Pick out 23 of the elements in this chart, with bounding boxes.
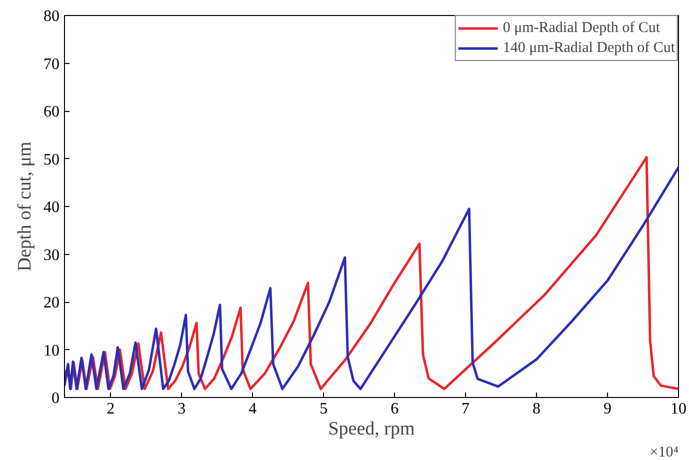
y-tick-label: 40 xyxy=(44,199,60,216)
x-axis-title: Speed, rpm xyxy=(328,418,415,440)
legend-label: 140 μm-Radial Depth of Cut xyxy=(502,39,675,57)
x-tick-label: 3 xyxy=(178,400,186,418)
x-tick-label: 8 xyxy=(532,400,541,418)
y-tick-label: 50 xyxy=(44,151,60,168)
x-tick-label: 7 xyxy=(462,400,470,418)
y-tick-label: 10 xyxy=(44,342,60,360)
x-tick-label: 6 xyxy=(390,400,399,418)
x-tick-label: 10 xyxy=(670,400,686,418)
y-tick-label: 80 xyxy=(44,8,60,25)
text: ×10⁴ xyxy=(650,444,679,460)
y-tick-label: 0 xyxy=(52,390,60,407)
y-tick-label: 30 xyxy=(44,246,60,264)
x-tick-label: 5 xyxy=(320,400,328,418)
y-axis-title: Depth of cut, μm xyxy=(14,142,36,272)
y-tick-label: 20 xyxy=(44,294,60,312)
y-tick-label: 60 xyxy=(44,104,60,120)
x-tick-label: 9 xyxy=(604,400,612,418)
y-tick-label: 70 xyxy=(44,56,60,73)
x-tick-label: 2 xyxy=(106,400,115,418)
x-tick-label: 4 xyxy=(248,400,257,418)
legend-label: 0 μm-Radial Depth of Cut xyxy=(502,19,660,37)
